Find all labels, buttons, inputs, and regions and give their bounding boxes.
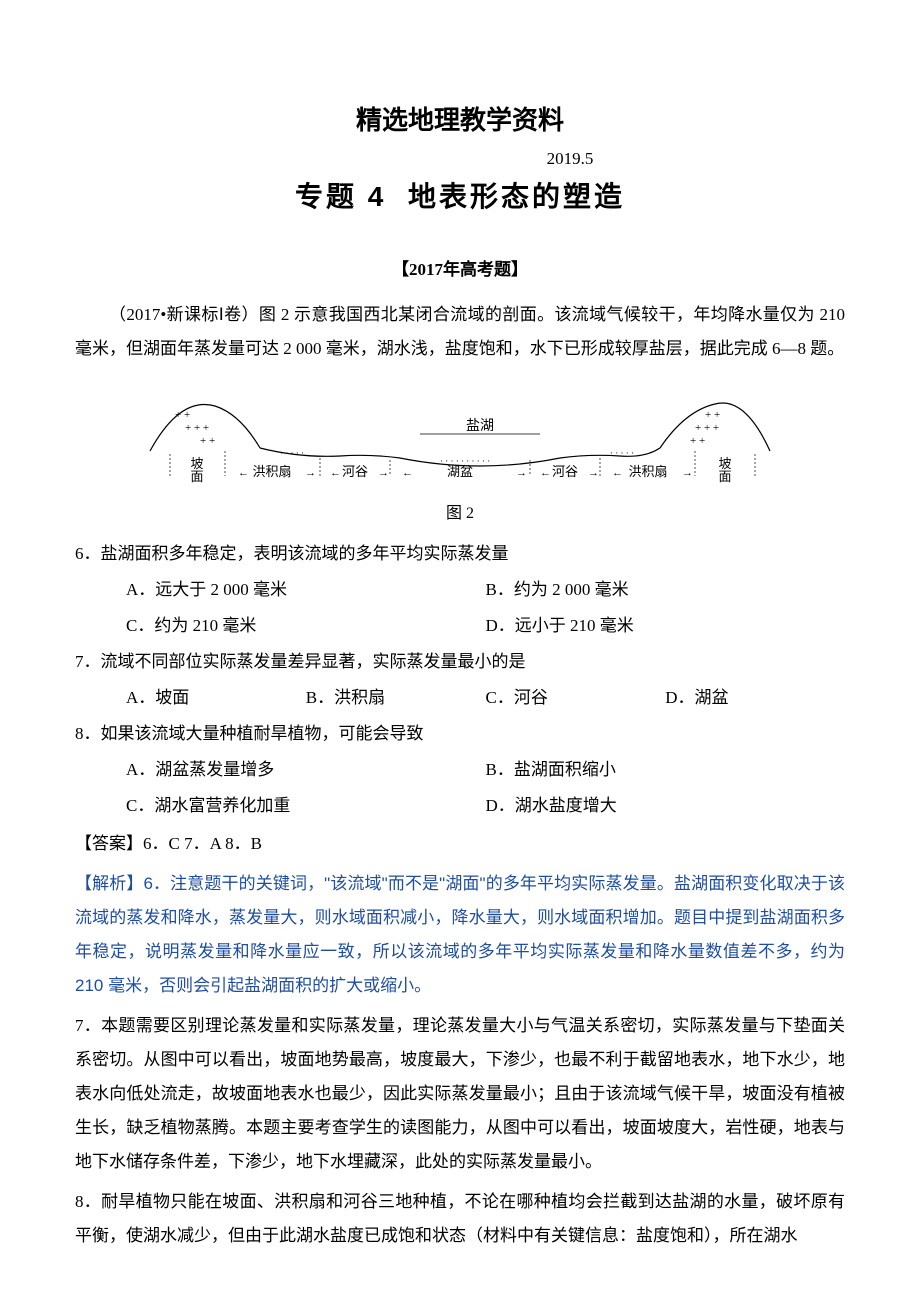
svg-text:←: ← [238, 467, 249, 479]
q6-option-b: B．约为 2 000 毫米 [486, 573, 846, 607]
question-8: 8．如果该流域大量种植耐旱植物，可能会导致 [75, 717, 845, 751]
q6-option-d: D．远小于 210 毫米 [486, 609, 846, 643]
svg-text:+ +: + + [690, 435, 705, 447]
svg-text:←: ← [612, 467, 623, 479]
cross-section-diagram: 盐湖 + + + + + + + + + + + + + + · · · · ·… [140, 376, 780, 486]
analysis-q7: 7．本题需要区别理论蒸发量和实际蒸发量，理论蒸发量大小与气温关系密切，实际蒸发量… [75, 1009, 845, 1179]
label-fan-left: 洪积扇 [252, 464, 291, 479]
svg-text:→: → [588, 467, 599, 479]
question-6: 6．盐湖面积多年稳定，表明该流域的多年平均实际蒸发量 [75, 537, 845, 571]
svg-text:+ +: + + [200, 435, 215, 447]
question-6-stem: 盐湖面积多年稳定，表明该流域的多年平均实际蒸发量 [101, 544, 509, 563]
question-7-options: A．坡面 B．洪积扇 C．河谷 D．湖盆 [75, 681, 845, 715]
svg-text:→: → [305, 467, 316, 479]
q8-option-a: A．湖盆蒸发量增多 [126, 753, 486, 787]
exam-year-label: 【2017年高考题】 [75, 255, 845, 280]
svg-text:→: → [682, 467, 693, 479]
q7-option-c: C．河谷 [486, 681, 666, 715]
passage-source: （2017•新课标Ⅰ卷） [109, 305, 259, 324]
svg-text:←: ← [330, 467, 341, 479]
answer-line: 【答案】6．C 7．A 8．B [75, 827, 845, 861]
q6-option-a: A．远大于 2 000 毫米 [126, 573, 486, 607]
question-8-options-row2: C．湖水富营养化加重 D．湖水盐度增大 [75, 789, 845, 823]
q8-option-d: D．湖水盐度增大 [486, 789, 846, 823]
topic-name: 地表形态的塑造 [408, 181, 625, 212]
q8-option-b: B．盐湖面积缩小 [486, 753, 846, 787]
analysis-q6-blue: 【解析】6．注意题干的关键词，"该流域"而不是"湖面"的多年平均实际蒸发量。盐湖… [75, 867, 845, 1003]
svg-text:+ + +: + + + [185, 422, 209, 434]
q7-option-d: D．湖盆 [665, 681, 845, 715]
svg-text:+ + +: + + + [695, 422, 719, 434]
question-7: 7．流域不同部位实际蒸发量差异显著，实际蒸发量最小的是 [75, 645, 845, 679]
svg-text:←: ← [402, 467, 413, 479]
question-8-stem: 如果该流域大量种植耐旱植物，可能会导致 [101, 724, 424, 743]
svg-text:→: → [378, 467, 389, 479]
q7-option-b: B．洪积扇 [306, 681, 486, 715]
topic-number: 专题 4 [295, 181, 386, 212]
question-7-number: 7． [75, 652, 101, 671]
label-salt-lake: 盐湖 [466, 418, 494, 434]
question-8-number: 8． [75, 724, 101, 743]
q7-option-a: A．坡面 [126, 681, 306, 715]
question-6-number: 6． [75, 544, 101, 563]
svg-text:+ +: + + [705, 409, 720, 421]
question-6-options-row2: C．约为 210 毫米 D．远小于 210 毫米 [75, 609, 845, 643]
svg-text:+ +: + + [175, 409, 190, 421]
topic-title: 专题 4 地表形态的塑造 [75, 175, 845, 215]
doc-header-title: 精选地理教学资料 [75, 100, 845, 137]
question-passage: （2017•新课标Ⅰ卷）图 2 示意我国西北某闭合流域的剖面。该流域气候较干，年… [75, 298, 845, 366]
label-fan-right: 洪积扇 [628, 464, 667, 479]
diagram-figure-2: 盐湖 + + + + + + + + + + + + + + · · · · ·… [75, 376, 845, 491]
question-7-stem: 流域不同部位实际蒸发量差异显著，实际蒸发量最小的是 [101, 652, 526, 671]
q6-option-c: C．约为 210 毫米 [126, 609, 486, 643]
svg-text:←: ← [540, 467, 551, 479]
doc-date: 2019.5 [75, 149, 845, 169]
svg-text:→: → [516, 467, 527, 479]
diagram-caption: 图 2 [75, 499, 845, 523]
question-8-options-row1: A．湖盆蒸发量增多 B．盐湖面积缩小 [75, 753, 845, 787]
label-valley-left: 河谷 [342, 464, 368, 479]
label-lake-basin: 湖盆 [447, 464, 473, 479]
svg-text:· · · · ·: · · · · · [280, 448, 304, 458]
label-valley-right: 河谷 [552, 464, 578, 479]
q8-option-c: C．湖水富营养化加重 [126, 789, 486, 823]
analysis-q8: 8．耐旱植物只能在坡面、洪积扇和河谷三地种植，不论在哪种植均会拦截到达盐湖的水量… [75, 1185, 845, 1253]
svg-text:· · · · ·: · · · · · [610, 448, 634, 458]
svg-text:面: 面 [190, 469, 203, 484]
question-6-options-row1: A．远大于 2 000 毫米 B．约为 2 000 毫米 [75, 573, 845, 607]
svg-text:面: 面 [718, 469, 731, 484]
